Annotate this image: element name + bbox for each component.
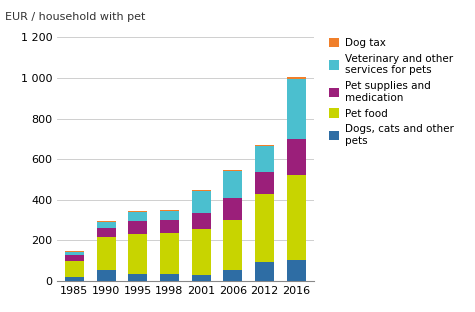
Bar bbox=[65, 261, 84, 277]
Bar bbox=[96, 221, 115, 222]
Bar bbox=[286, 79, 305, 139]
Bar bbox=[255, 145, 274, 146]
Bar bbox=[160, 211, 179, 220]
Bar bbox=[255, 146, 274, 172]
Bar bbox=[223, 198, 242, 220]
Bar bbox=[96, 222, 115, 228]
Bar bbox=[223, 171, 242, 198]
Bar bbox=[223, 170, 242, 171]
Bar bbox=[160, 233, 179, 274]
Bar bbox=[128, 212, 147, 221]
Legend: Dog tax, Veterinary and other
services for pets, Pet supplies and
medication, Pe: Dog tax, Veterinary and other services f… bbox=[329, 38, 454, 146]
Bar bbox=[191, 229, 210, 275]
Bar bbox=[223, 270, 242, 281]
Bar bbox=[128, 274, 147, 281]
Bar bbox=[65, 251, 84, 252]
Bar bbox=[128, 234, 147, 274]
Bar bbox=[160, 220, 179, 233]
Bar bbox=[223, 220, 242, 270]
Bar bbox=[191, 191, 210, 213]
Bar bbox=[286, 175, 305, 260]
Bar bbox=[65, 277, 84, 281]
Bar bbox=[255, 172, 274, 193]
Text: EUR / household with pet: EUR / household with pet bbox=[5, 12, 145, 22]
Bar bbox=[96, 228, 115, 237]
Bar bbox=[255, 193, 274, 261]
Bar bbox=[286, 260, 305, 281]
Bar bbox=[160, 210, 179, 211]
Bar bbox=[191, 189, 210, 191]
Bar bbox=[191, 275, 210, 281]
Bar bbox=[128, 221, 147, 234]
Bar bbox=[128, 211, 147, 212]
Bar bbox=[286, 77, 305, 79]
Bar bbox=[96, 270, 115, 281]
Bar bbox=[191, 213, 210, 229]
Bar bbox=[255, 261, 274, 281]
Bar bbox=[286, 139, 305, 175]
Bar bbox=[96, 237, 115, 270]
Bar bbox=[65, 252, 84, 256]
Bar bbox=[65, 256, 84, 261]
Bar bbox=[160, 274, 179, 281]
